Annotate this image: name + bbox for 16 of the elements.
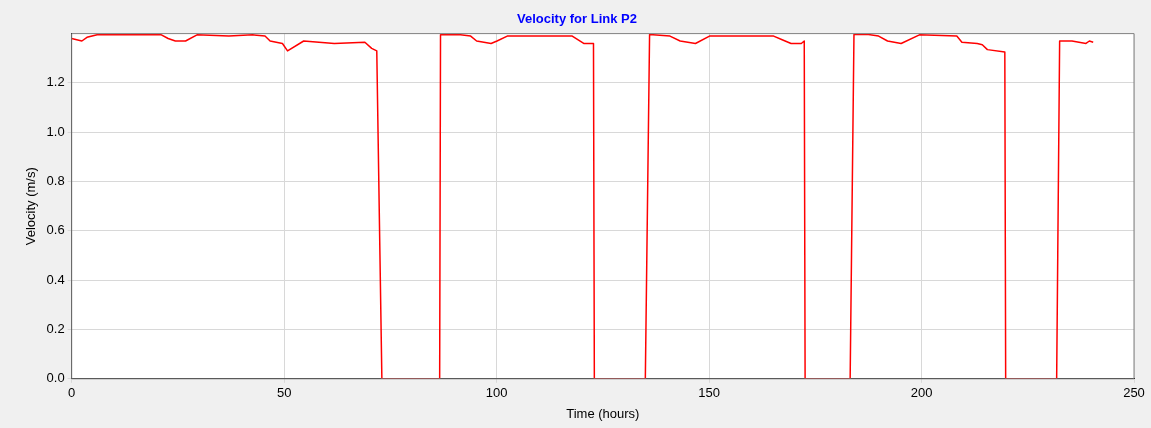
y-axis-title: Velocity (m/s) xyxy=(23,167,39,246)
chart-title: Velocity for Link P2 xyxy=(517,11,637,27)
y-tick-label: 0.4 xyxy=(46,271,65,287)
y-tick-label: 0.2 xyxy=(46,321,65,337)
y-tick-label: 0.6 xyxy=(46,222,65,238)
x-tick-label: 50 xyxy=(276,385,292,401)
x-axis-title: Time (hours) xyxy=(566,405,640,421)
x-tick-label: 100 xyxy=(485,385,508,401)
y-tick-label: 0.8 xyxy=(46,173,65,189)
y-tick-label: 1.0 xyxy=(46,123,65,139)
y-tick-label: 0.0 xyxy=(46,370,65,386)
x-tick-label: 200 xyxy=(910,385,933,401)
x-tick-label: 250 xyxy=(1123,385,1145,401)
x-tick-label: 150 xyxy=(698,385,720,401)
x-tick-label: 0 xyxy=(68,385,76,401)
y-tick-label: 1.2 xyxy=(46,74,65,90)
